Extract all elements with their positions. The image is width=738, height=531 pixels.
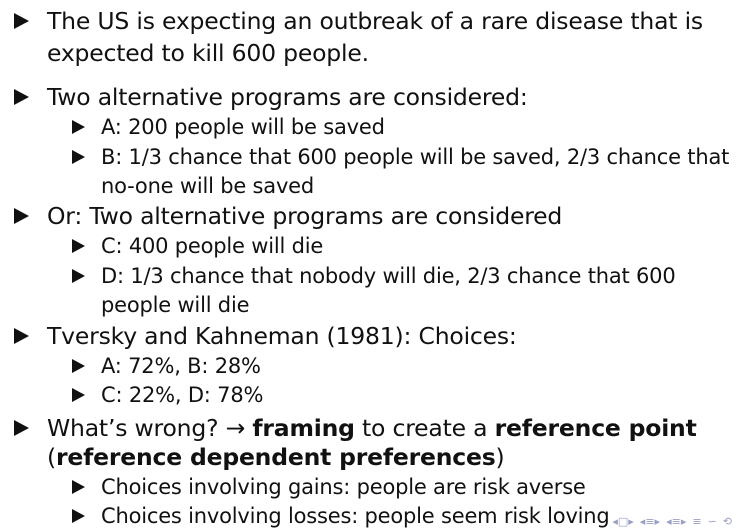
bullet-text-line: Choices involving losses: people seem ri… bbox=[101, 504, 610, 528]
triangle-bullet-icon bbox=[14, 89, 29, 105]
bullet-text-line: What’s wrong? → framing to create a refe… bbox=[47, 413, 697, 443]
framing-term: framing bbox=[252, 414, 355, 442]
triangle-bullet-icon bbox=[14, 328, 29, 344]
toc-icon[interactable]: ≡ bbox=[692, 514, 702, 528]
nav-right-arrow-icon[interactable]: ▸ bbox=[654, 514, 661, 528]
bullet-text-line: Choices involving gains: people are risk… bbox=[101, 475, 586, 499]
triangle-bullet-icon bbox=[72, 359, 85, 373]
triangle-bullet-icon bbox=[72, 150, 85, 164]
subsection-icon[interactable]: ≡ bbox=[645, 514, 655, 528]
bullet-text-line: C: 22%, D: 78% bbox=[101, 383, 264, 407]
triangle-bullet-icon bbox=[72, 480, 85, 494]
beamer-navigation-bar: ◂□▸ ◂≡▸ ◂≡▸ ≡ ∽ ⟲ bbox=[612, 514, 732, 528]
nav-left-arrow-icon[interactable]: ◂ bbox=[639, 514, 646, 528]
nav-left-arrow-icon[interactable]: ◂ bbox=[612, 514, 618, 528]
triangle-bullet-icon bbox=[72, 269, 85, 283]
nav-left-arrow-icon[interactable]: ◂ bbox=[666, 514, 672, 528]
triangle-bullet-icon bbox=[14, 208, 29, 224]
reference-point-term: reference point bbox=[494, 414, 697, 442]
subsection-nav-icon[interactable]: ◂≡▸ bbox=[640, 515, 660, 528]
nav-right-arrow-icon[interactable]: ▸ bbox=[680, 514, 687, 528]
bullet-text-line: C: 400 people will die bbox=[101, 234, 324, 258]
back-icon[interactable]: ⟲ bbox=[722, 514, 732, 528]
triangle-bullet-icon bbox=[72, 388, 85, 402]
bullet-text-line: expected to kill 600 people. bbox=[47, 39, 369, 67]
frame-nav-icon[interactable]: ◂□▸ bbox=[612, 515, 633, 528]
triangle-bullet-icon bbox=[72, 509, 85, 523]
triangle-bullet-icon bbox=[14, 13, 29, 29]
triangle-bullet-icon bbox=[72, 120, 85, 134]
bullet-text-line: Tversky and Kahneman (1981): Choices: bbox=[47, 322, 517, 350]
bullet-text-line: D: 1/3 chance that nobody will die, 2/3 … bbox=[101, 264, 676, 288]
section-icon[interactable]: ≡ bbox=[671, 514, 681, 528]
frame-icon[interactable]: □ bbox=[617, 514, 629, 528]
triangle-bullet-icon bbox=[14, 420, 29, 436]
bullet-text-line: B: 1/3 chance that 600 people will be sa… bbox=[101, 145, 730, 169]
bullet-text-line: A: 200 people will be saved bbox=[101, 115, 385, 139]
bullet-text-line: people will die bbox=[101, 293, 250, 317]
triangle-bullet-icon bbox=[72, 239, 85, 253]
section-nav-icon[interactable]: ◂≡▸ bbox=[666, 515, 686, 528]
bullet-text-line: Or: Two alternative programs are conside… bbox=[47, 202, 563, 230]
search-icon[interactable]: ∽ bbox=[707, 514, 717, 528]
bullet-text-line: The US is expecting an outbreak of a rar… bbox=[47, 7, 703, 35]
bullet-text-line: A: 72%, B: 28% bbox=[101, 354, 261, 378]
open-paren: ( bbox=[47, 443, 56, 471]
framing-prefix: What’s wrong? → bbox=[47, 414, 253, 442]
bullet-text-line: (reference dependent preferences) bbox=[47, 442, 505, 472]
bullet-text-line: no-one will be saved bbox=[101, 174, 315, 198]
reference-dependent-term: reference dependent preferences bbox=[55, 443, 496, 471]
bullet-text-line: Two alternative programs are considered: bbox=[47, 83, 528, 111]
close-paren: ) bbox=[495, 443, 505, 471]
nav-right-arrow-icon[interactable]: ▸ bbox=[628, 514, 634, 528]
framing-middle: to create a bbox=[354, 414, 495, 442]
